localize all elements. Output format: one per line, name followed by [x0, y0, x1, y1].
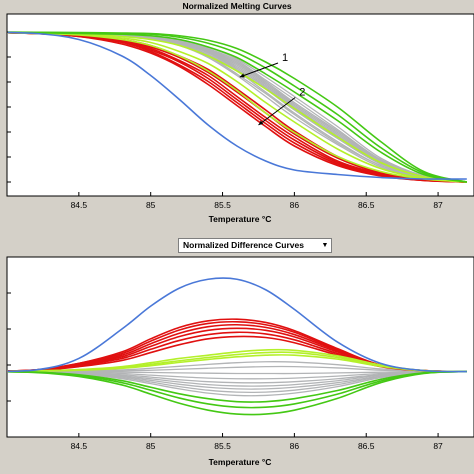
bottom-x-tick-label: 87 [433, 441, 443, 451]
bottom-x-tick-label: 85.5 [214, 441, 231, 451]
bottom-x-tick-label: 86.5 [358, 441, 375, 451]
bottom-series-green-line-21 [8, 370, 467, 416]
top-x-axis-label: Temperature °C [209, 214, 272, 224]
bottom-x-axis-label: Temperature °C [209, 457, 272, 467]
bottom-x-tick-label: 86 [290, 441, 300, 451]
difference-curves-dropdown-value: Normalized Difference Curves [183, 240, 304, 250]
top-x-tick-label: 86.5 [358, 200, 375, 210]
bottom-series-gray-line-13 [8, 370, 467, 380]
top-x-tick-label: 84.5 [71, 200, 88, 210]
top-series-group [8, 31, 468, 183]
top-y-axis [7, 31, 11, 183]
bottom-plot-area [6, 256, 474, 438]
bottom-x-tick-label: 85 [146, 441, 156, 451]
dropdown-arrow-icon[interactable]: ▼ [321, 242, 329, 249]
top-series-green-line-23 [8, 31, 468, 183]
bottom-series-light-green-line-9 [8, 354, 467, 373]
bottom-x-tick-label: 84.5 [71, 441, 88, 451]
bottom-x-axis: 84.5 85 85.5 86 86.5 87 [71, 433, 443, 451]
bottom-series-blue-line-0 [8, 277, 467, 373]
bottom-series-group [8, 277, 467, 416]
annotation-arrowhead-2 [258, 120, 264, 125]
bottom-series-green-line-20 [8, 370, 467, 409]
annotation-label-1: 1 [282, 52, 288, 64]
difference-curves-dropdown[interactable]: Normalized Difference Curves ▼ [178, 238, 332, 253]
top-x-tick-label: 85 [146, 200, 156, 210]
bottom-series-gray-line-11 [8, 365, 467, 373]
bottom-y-axis [7, 292, 11, 402]
top-series-light-green-line-8 [8, 31, 467, 183]
top-x-axis: 84.5 85 85.5 86 86.5 87 [71, 192, 443, 210]
top-x-tick-label: 86 [290, 200, 300, 210]
annotation-label-2: 2 [299, 87, 305, 99]
top-x-tick-label: 87 [433, 200, 443, 210]
top-x-tick-label: 85.5 [214, 200, 231, 210]
annotation-arrowhead-1 [239, 73, 245, 78]
top-chart-title: Normalized Melting Curves [182, 1, 291, 11]
top-series-blue-line-0 [8, 31, 467, 180]
top-annotations: 12 [239, 52, 305, 126]
annotation-pointer-2 [258, 97, 296, 126]
annotation-pointer-1 [239, 62, 279, 78]
